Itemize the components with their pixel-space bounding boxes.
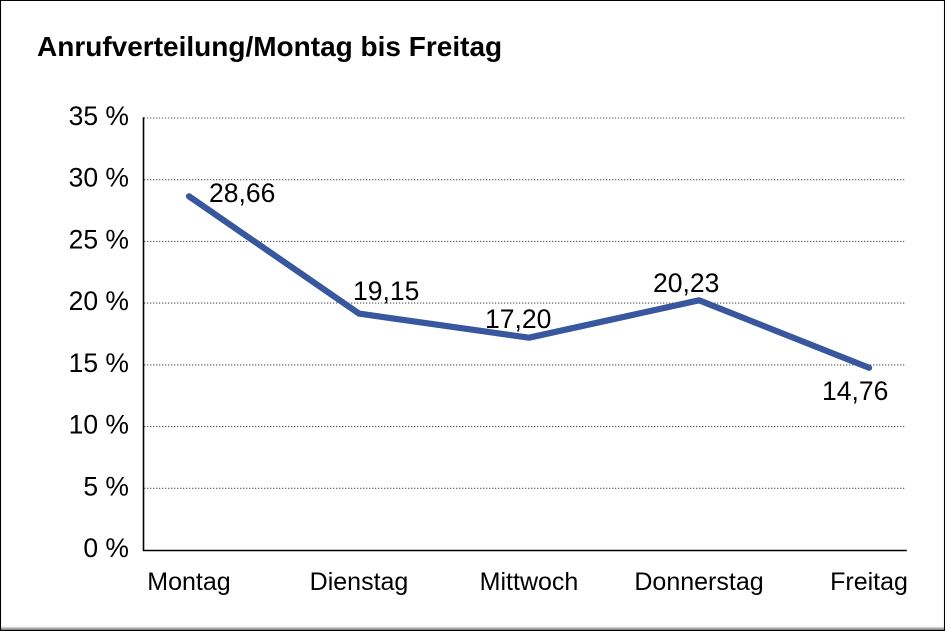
svg-text:15 %: 15 % [69,348,129,378]
svg-text:Montag: Montag [147,568,230,596]
svg-text:20,23: 20,23 [653,268,719,298]
svg-text:17,20: 17,20 [485,304,551,334]
svg-text:Mittwoch: Mittwoch [480,568,579,596]
svg-text:Freitag: Freitag [830,568,908,596]
svg-text:Donnerstag: Donnerstag [634,568,763,596]
svg-text:19,15: 19,15 [353,276,419,306]
svg-text:30 %: 30 % [69,163,129,193]
svg-text:14,76: 14,76 [822,376,888,406]
svg-text:0 %: 0 % [83,533,129,563]
svg-text:35 %: 35 % [69,101,129,131]
svg-text:Dienstag: Dienstag [310,568,409,596]
svg-text:10 %: 10 % [69,410,129,440]
svg-text:28,66: 28,66 [209,178,275,208]
svg-text:5 %: 5 % [83,471,129,501]
svg-text:20 %: 20 % [69,286,129,316]
svg-text:25 %: 25 % [69,224,129,254]
